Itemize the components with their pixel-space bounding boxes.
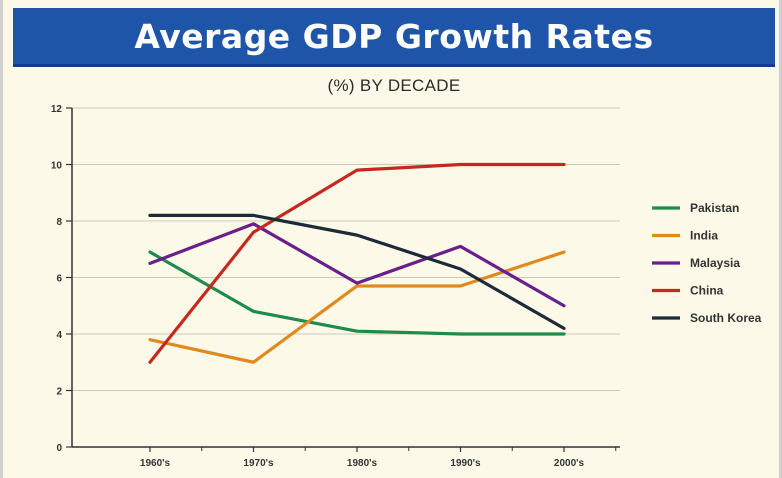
y-tick-label: 4 (56, 330, 62, 341)
legend-label-pakistan: Pakistan (690, 201, 739, 215)
x-tick-label: 1970's (243, 458, 274, 469)
y-tick-label: 2 (56, 387, 62, 398)
legend-label-china: China (690, 284, 724, 298)
chart-title: Average GDP Growth Rates (134, 16, 654, 56)
chart-subtitle: (%) BY DECADE (327, 76, 461, 95)
series-line-china (148, 162, 566, 364)
x-tick-label: 1980's (347, 458, 378, 469)
x-tick-label: 1960's (140, 458, 171, 469)
x-tick-label: 1990's (450, 458, 481, 469)
y-tick-label: 12 (51, 104, 63, 115)
series-line-india (148, 250, 566, 364)
y-tick-label: 10 (51, 161, 63, 172)
legend-label-india: India (690, 229, 718, 243)
series-line-south-korea (148, 213, 566, 330)
legend-label-south-korea: South Korea (690, 311, 762, 325)
series-line-malaysia (148, 222, 566, 308)
y-tick-label: 8 (56, 217, 62, 228)
x-tick-label: 2000's (554, 458, 585, 469)
title-banner: Average GDP Growth Rates (13, 8, 775, 67)
series-line-pakistan (148, 250, 566, 336)
y-tick-label: 6 (56, 274, 62, 285)
y-tick-label: 0 (56, 443, 62, 454)
legend-label-malaysia: Malaysia (690, 256, 740, 270)
